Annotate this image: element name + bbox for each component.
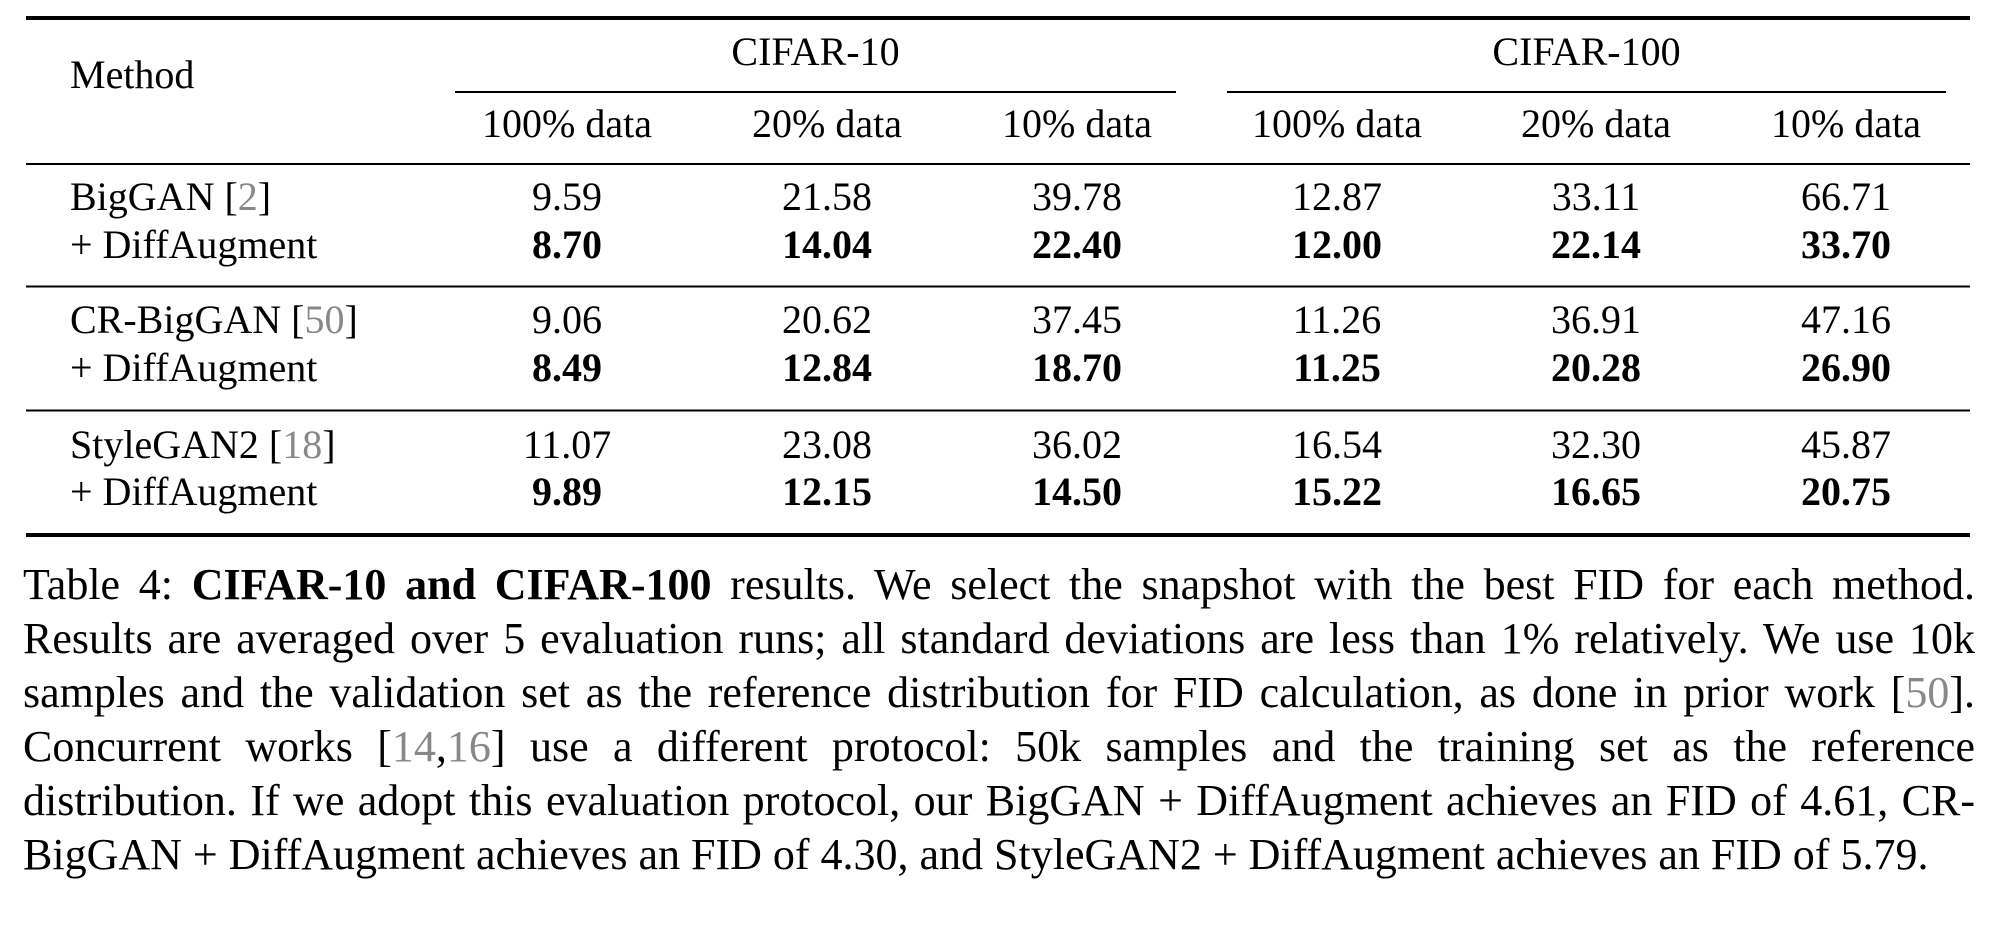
cell-value: 16.54 bbox=[1292, 422, 1382, 467]
cell-value: 9.06 bbox=[532, 297, 602, 342]
caption-text: results. We select the snapshot with the… bbox=[23, 560, 1976, 717]
cell-value: 11.07 bbox=[523, 422, 612, 467]
cell-value: 15.22 bbox=[1292, 469, 1382, 514]
cell-value: 20.75 bbox=[1801, 469, 1891, 514]
cell-value: 36.91 bbox=[1551, 297, 1641, 342]
caption-label: Table 4: bbox=[23, 560, 192, 609]
cell-value: 37.45 bbox=[1032, 297, 1122, 342]
method-name: BigGAN [2] bbox=[70, 174, 271, 219]
cell-value: 21.58 bbox=[782, 174, 872, 219]
method-text: + DiffAugment bbox=[70, 222, 317, 267]
cell-value: 20.62 bbox=[782, 297, 872, 342]
cell-value: 36.02 bbox=[1032, 422, 1122, 467]
method-text: StyleGAN2 [ bbox=[70, 422, 282, 467]
cell-value: 18.70 bbox=[1032, 345, 1122, 390]
cell-value: 22.14 bbox=[1551, 222, 1641, 267]
column-header: 100% data bbox=[1252, 101, 1422, 146]
cell-value: 33.70 bbox=[1801, 222, 1891, 267]
cell-value: 11.26 bbox=[1293, 297, 1382, 342]
cell-value: 32.30 bbox=[1551, 422, 1641, 467]
column-header: 10% data bbox=[1771, 101, 1921, 146]
column-header: Method bbox=[70, 52, 194, 97]
cell-value: 12.84 bbox=[782, 345, 872, 390]
cell-value: 39.78 bbox=[1032, 174, 1122, 219]
method-text: BigGAN [ bbox=[70, 174, 238, 219]
cell-value: 12.00 bbox=[1292, 222, 1382, 267]
cell-value: 12.15 bbox=[782, 469, 872, 514]
cell-value: 23.08 bbox=[782, 422, 872, 467]
citation: 16 bbox=[446, 722, 491, 771]
citation: 18 bbox=[282, 422, 322, 467]
cell-value: 11.25 bbox=[1293, 345, 1381, 390]
method-name: CR-BigGAN [50] bbox=[70, 297, 358, 342]
method-name: + DiffAugment bbox=[70, 469, 317, 514]
method-text: + DiffAugment bbox=[70, 469, 317, 514]
cell-value: 33.11 bbox=[1552, 174, 1641, 219]
cell-value: 22.40 bbox=[1032, 222, 1122, 267]
method-name: + DiffAugment bbox=[70, 345, 317, 390]
method-name: StyleGAN2 [18] bbox=[70, 422, 336, 467]
cell-value: 9.89 bbox=[532, 469, 602, 514]
caption-text: ]. Concurrent works [ bbox=[23, 668, 1975, 771]
citation: 50 bbox=[304, 297, 344, 342]
method-text: + DiffAugment bbox=[70, 345, 317, 390]
column-header: 20% data bbox=[752, 101, 902, 146]
method-name: + DiffAugment bbox=[70, 222, 317, 267]
cell-value: 20.28 bbox=[1551, 345, 1641, 390]
table-caption: Table 4: CIFAR-10 and CIFAR-100 results.… bbox=[23, 558, 1975, 882]
caption-title: CIFAR-10 and CIFAR-100 bbox=[191, 560, 712, 609]
cell-value: 8.49 bbox=[532, 345, 602, 390]
method-text: ] bbox=[258, 174, 271, 219]
method-text: CR-BigGAN [ bbox=[70, 297, 304, 342]
method-text: ] bbox=[322, 422, 335, 467]
cell-value: 14.50 bbox=[1032, 469, 1122, 514]
cell-value: 14.04 bbox=[782, 222, 872, 267]
cell-value: 45.87 bbox=[1801, 422, 1891, 467]
citation: 14 bbox=[391, 722, 436, 771]
cell-value: 8.70 bbox=[532, 222, 602, 267]
results-table: Method CIFAR-10 CIFAR-100 100% data 20% data… bbox=[26, 16, 1970, 537]
citation: 2 bbox=[238, 174, 258, 219]
cell-value: 9.59 bbox=[532, 174, 602, 219]
caption-text: ] use a different protocol: 50k samples … bbox=[23, 722, 1976, 879]
cell-value: 66.71 bbox=[1801, 174, 1891, 219]
caption-text: , bbox=[435, 722, 447, 771]
cell-value: 47.16 bbox=[1801, 297, 1891, 342]
cell-value: 16.65 bbox=[1551, 469, 1641, 514]
citation: 50 bbox=[1905, 668, 1950, 717]
column-header: 20% data bbox=[1521, 101, 1671, 146]
column-header: 10% data bbox=[1002, 101, 1152, 146]
group-header: CIFAR-10 bbox=[731, 29, 899, 74]
method-text: ] bbox=[344, 297, 357, 342]
cell-value: 26.90 bbox=[1801, 345, 1891, 390]
cell-value: 12.87 bbox=[1292, 174, 1382, 219]
group-header: CIFAR-100 bbox=[1492, 29, 1680, 74]
column-header: 100% data bbox=[482, 101, 652, 146]
